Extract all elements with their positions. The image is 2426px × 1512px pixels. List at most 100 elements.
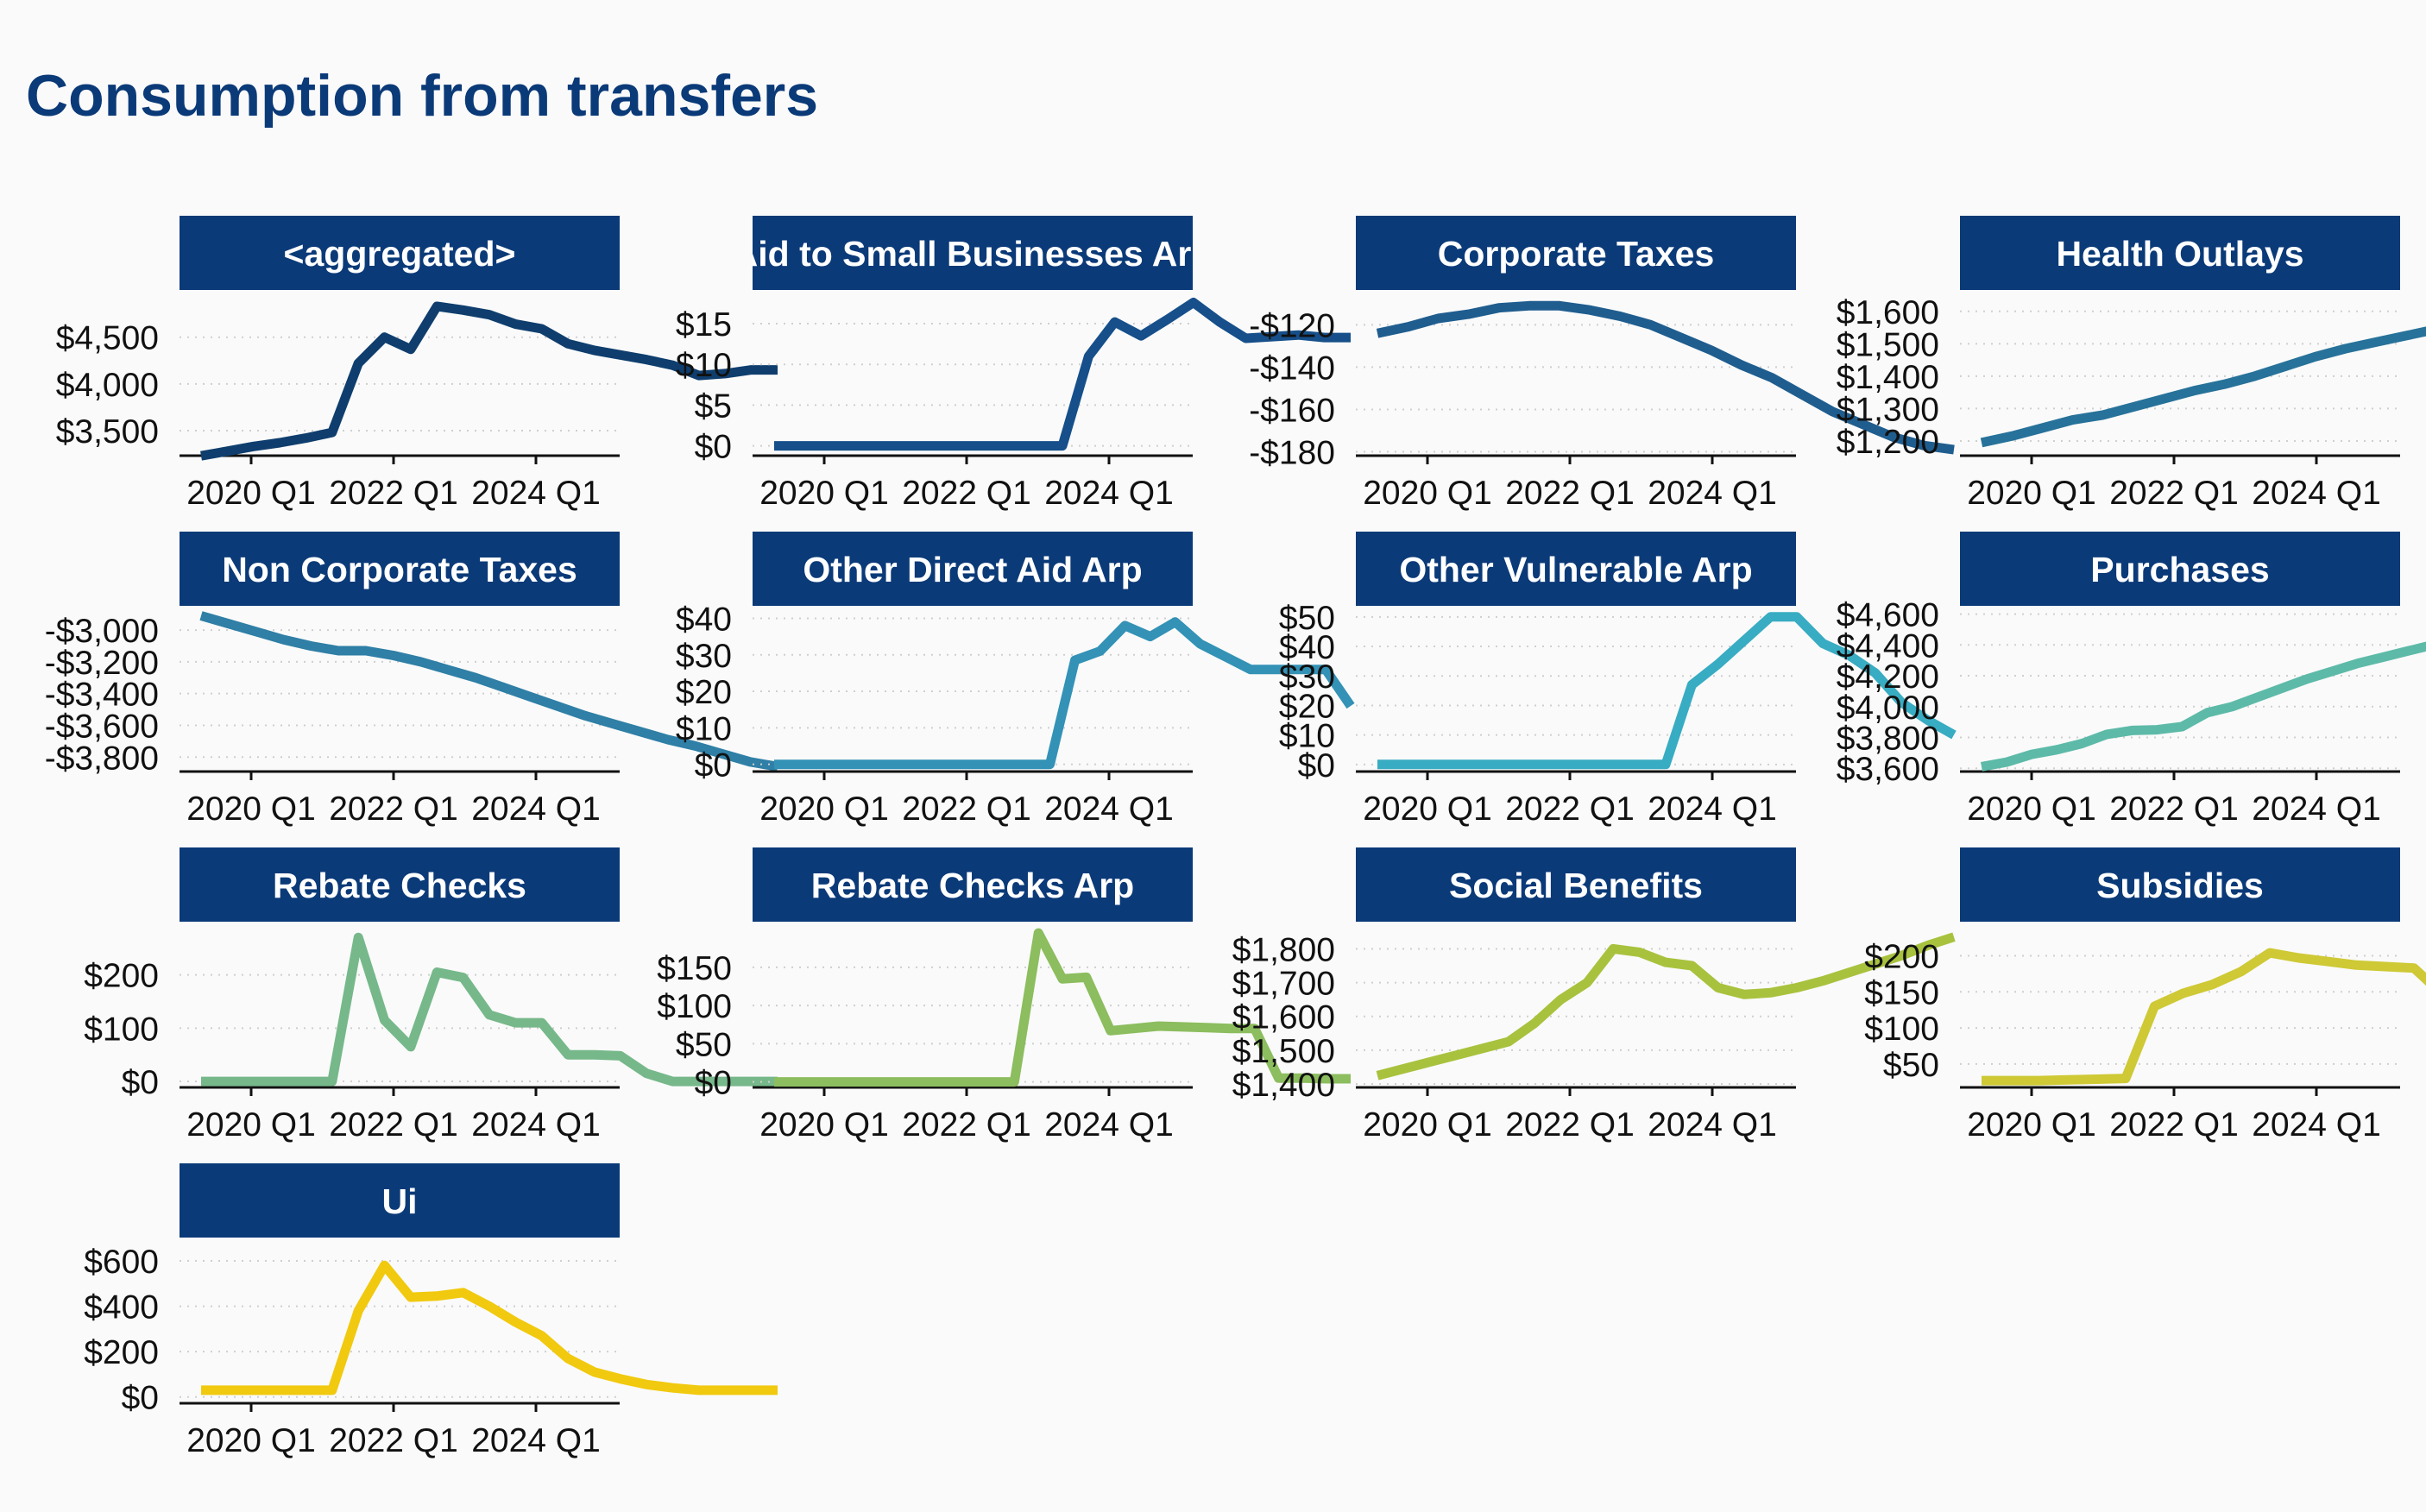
y-tick-label: $150	[657, 950, 732, 987]
y-tick-label: $50	[676, 1026, 732, 1063]
x-tick-label: 2024 Q1	[2252, 791, 2381, 828]
y-tick-label: $1,700	[1232, 966, 1335, 1003]
x-tick-label: 2024 Q1	[1044, 1106, 1174, 1143]
panel-header	[180, 216, 620, 290]
x-tick-label: 2020 Q1	[186, 1422, 316, 1459]
panel-title: Subsidies	[2096, 866, 2264, 905]
y-tick-label: -$3,200	[45, 645, 159, 682]
panel-title: <aggregated>	[284, 234, 516, 274]
panel-header	[180, 1163, 620, 1238]
y-tick-label: $200	[1864, 938, 1939, 975]
y-tick-label: $1,500	[1837, 326, 1939, 363]
y-tick-label: $1,600	[1837, 294, 1939, 331]
panel-subsidies: Subsidies $50$100$150$200 2020 Q1 2022 Q1 20…	[1864, 847, 2426, 1143]
x-tick-label: 2020 Q1	[186, 475, 316, 512]
x-tick-label: 2020 Q1	[1967, 791, 2096, 828]
panel-title: Purchases	[2090, 550, 2269, 589]
y-tick-label: $10	[676, 710, 732, 747]
panel-rebate-checks-arp: Rebate Checks Arp $0$50$100$150 2020 Q1 202…	[657, 847, 1351, 1143]
y-tick-label: $50	[1883, 1047, 1939, 1084]
y-tick-label: $3,500	[56, 413, 159, 450]
y-tick-label: $100	[84, 1011, 159, 1048]
panel-purchases: Purchases $3,600$3,800$4,000$4,200$4,400$…	[1837, 532, 2426, 828]
y-tick-label: $4,400	[1837, 627, 1939, 665]
page-title: Consumption from transfers	[26, 63, 819, 129]
y-tick-label: $0	[122, 1064, 159, 1101]
panel-aid-to-small-businesses-arp: Aid to Small Businesses Arp $0 $5$10 $15 202…	[676, 216, 1351, 512]
x-tick-label: 2022 Q1	[1505, 475, 1635, 512]
y-tick-label: $4,600	[1837, 597, 1939, 634]
y-tick-label: $100	[1864, 1011, 1939, 1048]
panel-social-benefits: Social Benefits$1,400$1,500$1,600$1,700$…	[1232, 847, 1956, 1143]
panel-title: Other Vulnerable Arp	[1399, 550, 1752, 589]
panel-header	[1356, 847, 1796, 922]
series-line	[201, 1260, 778, 1395]
panel-title: Rebate Checks Arp	[811, 866, 1134, 905]
panel-corporate-taxes: Corporate Taxes -$120 -$140 -$160 -$180 2020 …	[1249, 216, 1955, 512]
series-line	[774, 928, 1351, 1087]
x-tick-label: 2022 Q1	[902, 1106, 1031, 1143]
panel-title: Aid to Small Businesses Arp	[733, 234, 1213, 274]
y-tick-label: $600	[84, 1244, 159, 1281]
y-tick-label: $10	[1279, 718, 1335, 755]
panel-rebate-checks: Rebate Checks $0 $100 $200 2020 Q1 2022 Q1 202…	[84, 847, 778, 1143]
panel-title: Non Corporate Taxes	[222, 550, 577, 589]
y-tick-label: -$120	[1249, 307, 1335, 344]
y-tick-label: $4,000	[1837, 690, 1939, 727]
series-line	[774, 617, 1355, 770]
series-line	[1982, 948, 2426, 1086]
y-tick-label: $4,200	[1837, 658, 1939, 696]
x-tick-label: 2024 Q1	[471, 791, 601, 828]
panel-header	[1960, 216, 2400, 290]
panel-non-corporate-taxes: Non Corporate Taxes -$3,000-$3,200-$3,400…	[45, 532, 778, 828]
y-tick-label: $1,600	[1232, 999, 1335, 1036]
panel-header	[753, 532, 1193, 606]
x-tick-label: 2020 Q1	[759, 791, 889, 828]
x-tick-label: 2022 Q1	[902, 475, 1031, 512]
y-tick-label: -$140	[1249, 350, 1335, 387]
y-tick-label: $0	[695, 429, 732, 466]
x-tick-label: 2024 Q1	[471, 475, 601, 512]
y-tick-label: $1,400	[1837, 359, 1939, 396]
y-tick-label: $5	[695, 387, 732, 425]
y-tick-label: -$180	[1249, 435, 1335, 472]
x-tick-label: 2022 Q1	[902, 791, 1031, 828]
series-line	[1981, 641, 2426, 772]
y-tick-label: $20	[1279, 688, 1335, 725]
series-line	[200, 301, 778, 461]
y-tick-label: $50	[1279, 600, 1335, 637]
panel-ui: Ui $0 $200 $400 $600 2020 Q1 2022 Q1 2024 Q1	[84, 1163, 778, 1459]
x-tick-label: 2022 Q1	[2109, 475, 2239, 512]
series-line	[1376, 300, 1955, 455]
y-tick-label: -$160	[1249, 392, 1335, 429]
panel-header	[753, 216, 1193, 290]
x-tick-label: 2020 Q1	[1363, 475, 1492, 512]
y-tick-label: $4,000	[56, 367, 159, 404]
panel-header	[753, 847, 1193, 922]
y-tick-label: $0	[695, 747, 732, 784]
panel-title: Other Direct Aid Arp	[803, 550, 1142, 589]
panel-health-outlays: Health Outlays $1,200$1,300$1,400$1,500$1…	[1837, 216, 2426, 512]
y-tick-label: $200	[84, 1334, 159, 1371]
y-tick-label: $3,800	[1837, 720, 1939, 757]
y-tick-label: $1,500	[1232, 1033, 1335, 1070]
panel-title: Ui	[382, 1181, 418, 1221]
x-tick-label: 2024 Q1	[471, 1106, 601, 1143]
x-tick-label: 2020 Q1	[1363, 1106, 1492, 1143]
series-line	[1377, 612, 1957, 770]
y-tick-label: $400	[84, 1289, 159, 1326]
x-tick-label: 2024 Q1	[1648, 1106, 1777, 1143]
x-tick-label: 2022 Q1	[1505, 791, 1635, 828]
x-tick-label: 2024 Q1	[1648, 475, 1777, 512]
series-line	[201, 932, 778, 1087]
panel-title: Corporate Taxes	[1438, 234, 1715, 274]
series-line	[1376, 932, 1956, 1080]
y-tick-label: -$3,000	[45, 613, 159, 650]
y-tick-label: $200	[84, 958, 159, 995]
y-tick-label: $30	[1279, 658, 1335, 696]
y-tick-label: -$3,600	[45, 708, 159, 745]
x-tick-label: 2020 Q1	[759, 475, 889, 512]
panel-title: Rebate Checks	[273, 866, 526, 905]
y-tick-label: $40	[676, 601, 732, 638]
x-tick-label: 2020 Q1	[1363, 791, 1492, 828]
